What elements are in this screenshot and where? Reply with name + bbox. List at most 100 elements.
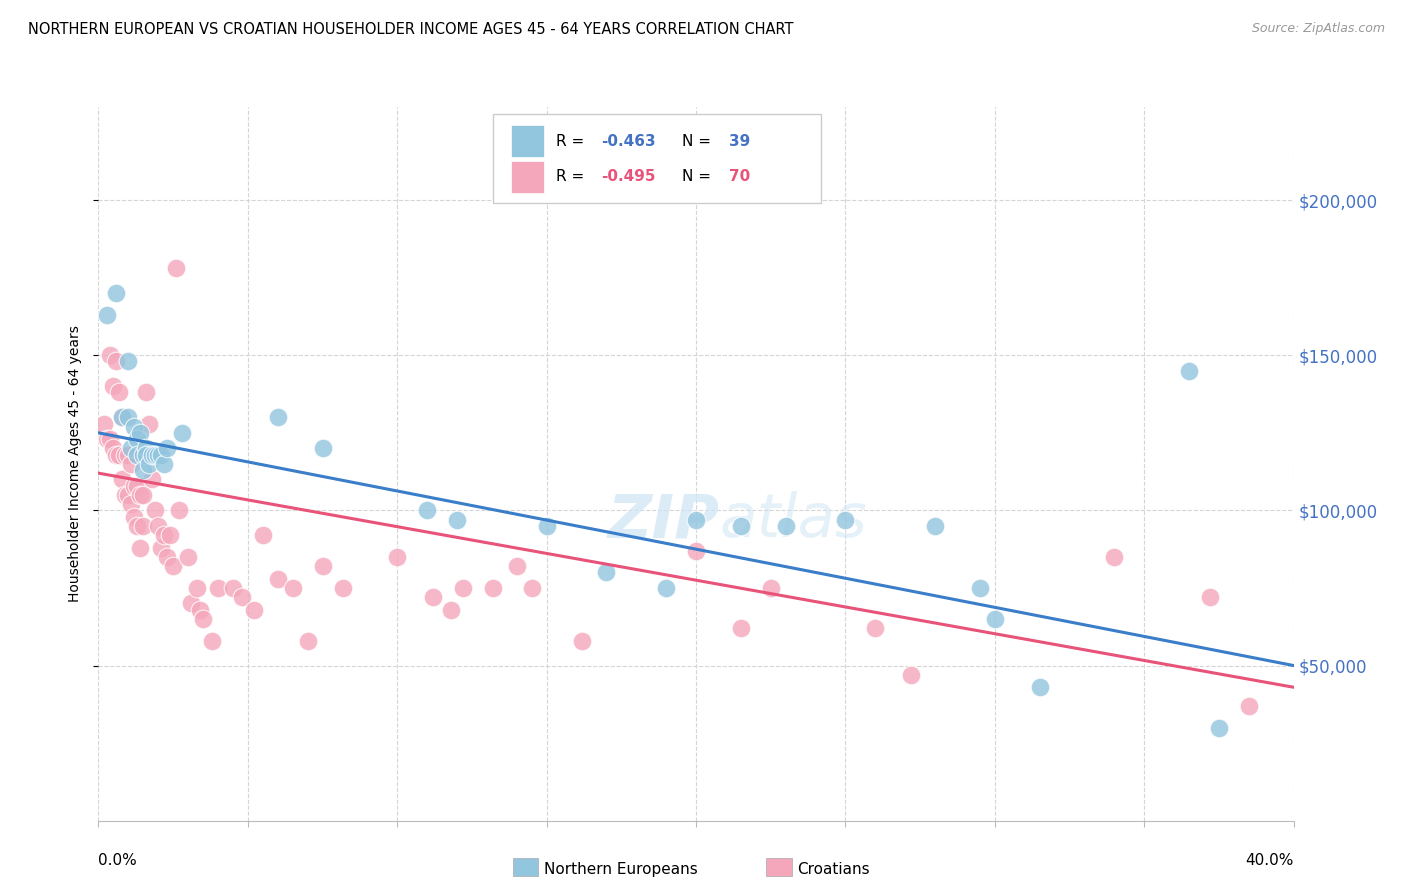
- Point: [129, 541, 152, 555]
- Point: [332, 581, 354, 595]
- Point: [685, 513, 707, 527]
- Point: [124, 478, 146, 492]
- Point: [506, 559, 529, 574]
- Point: [105, 286, 128, 301]
- Point: [96, 432, 118, 446]
- Point: [571, 633, 593, 648]
- Text: -0.495: -0.495: [602, 169, 657, 185]
- Point: [156, 442, 179, 456]
- Text: Croatians: Croatians: [797, 863, 870, 877]
- Point: [135, 385, 157, 400]
- Point: [111, 472, 134, 486]
- Point: [120, 442, 142, 456]
- Point: [148, 448, 170, 462]
- Point: [440, 602, 463, 616]
- Point: [135, 448, 157, 462]
- Point: [132, 463, 155, 477]
- Point: [297, 633, 319, 648]
- Point: [481, 581, 505, 595]
- Point: [127, 478, 149, 492]
- Point: [96, 308, 118, 322]
- Point: [422, 591, 444, 605]
- Point: [446, 513, 468, 527]
- Point: [186, 581, 208, 595]
- Point: [267, 572, 290, 586]
- Point: [1104, 549, 1126, 564]
- Point: [207, 581, 229, 595]
- Point: [108, 448, 131, 462]
- Point: [150, 448, 173, 462]
- Point: [148, 519, 170, 533]
- Text: Source: ZipAtlas.com: Source: ZipAtlas.com: [1251, 22, 1385, 36]
- Point: [191, 612, 214, 626]
- Point: [1178, 364, 1201, 378]
- Point: [900, 668, 922, 682]
- Text: N =: N =: [682, 134, 716, 149]
- Point: [117, 448, 139, 462]
- Point: [117, 354, 139, 368]
- Point: [924, 519, 946, 533]
- Text: 70: 70: [730, 169, 751, 185]
- Point: [385, 549, 409, 564]
- Point: [135, 442, 157, 456]
- Point: [100, 432, 122, 446]
- Point: [108, 385, 131, 400]
- Point: [111, 410, 134, 425]
- Point: [150, 541, 173, 555]
- Point: [685, 543, 707, 558]
- Point: [132, 488, 155, 502]
- Point: [243, 602, 266, 616]
- Point: [143, 503, 166, 517]
- Point: [120, 457, 142, 471]
- Point: [1198, 591, 1220, 605]
- Text: NORTHERN EUROPEAN VS CROATIAN HOUSEHOLDER INCOME AGES 45 - 64 YEARS CORRELATION : NORTHERN EUROPEAN VS CROATIAN HOUSEHOLDE…: [28, 22, 793, 37]
- Point: [105, 448, 128, 462]
- Point: [114, 448, 136, 462]
- Point: [730, 519, 752, 533]
- Point: [93, 417, 115, 431]
- Text: 40.0%: 40.0%: [1246, 853, 1294, 868]
- Point: [1237, 698, 1260, 713]
- Point: [132, 519, 155, 533]
- Point: [188, 602, 211, 616]
- Text: ZIP: ZIP: [607, 491, 720, 550]
- Point: [138, 417, 160, 431]
- Point: [969, 581, 991, 595]
- Point: [129, 425, 152, 440]
- Text: atlas: atlas: [720, 491, 868, 550]
- Point: [117, 410, 139, 425]
- Point: [231, 591, 253, 605]
- Text: 0.0%: 0.0%: [98, 853, 138, 868]
- Point: [153, 457, 176, 471]
- Point: [180, 597, 202, 611]
- Point: [162, 559, 184, 574]
- Point: [159, 528, 181, 542]
- Point: [103, 379, 125, 393]
- Text: 39: 39: [730, 134, 751, 149]
- Point: [177, 549, 200, 564]
- Point: [311, 442, 333, 456]
- Point: [117, 488, 139, 502]
- Point: [201, 633, 224, 648]
- Point: [141, 448, 163, 462]
- Point: [520, 581, 543, 595]
- Bar: [510, 125, 544, 157]
- Point: [153, 528, 176, 542]
- Point: [138, 457, 160, 471]
- Point: [105, 354, 128, 368]
- Point: [730, 621, 752, 635]
- Text: Northern Europeans: Northern Europeans: [544, 863, 697, 877]
- Y-axis label: Householder Income Ages 45 - 64 years: Householder Income Ages 45 - 64 years: [69, 326, 83, 602]
- Text: R =: R =: [557, 169, 589, 185]
- Point: [311, 559, 333, 574]
- Point: [114, 488, 136, 502]
- Point: [124, 419, 146, 434]
- Point: [536, 519, 558, 533]
- Point: [111, 410, 134, 425]
- Point: [222, 581, 245, 595]
- Point: [267, 410, 290, 425]
- Point: [143, 448, 166, 462]
- Point: [165, 261, 187, 276]
- Point: [451, 581, 474, 595]
- Point: [172, 425, 194, 440]
